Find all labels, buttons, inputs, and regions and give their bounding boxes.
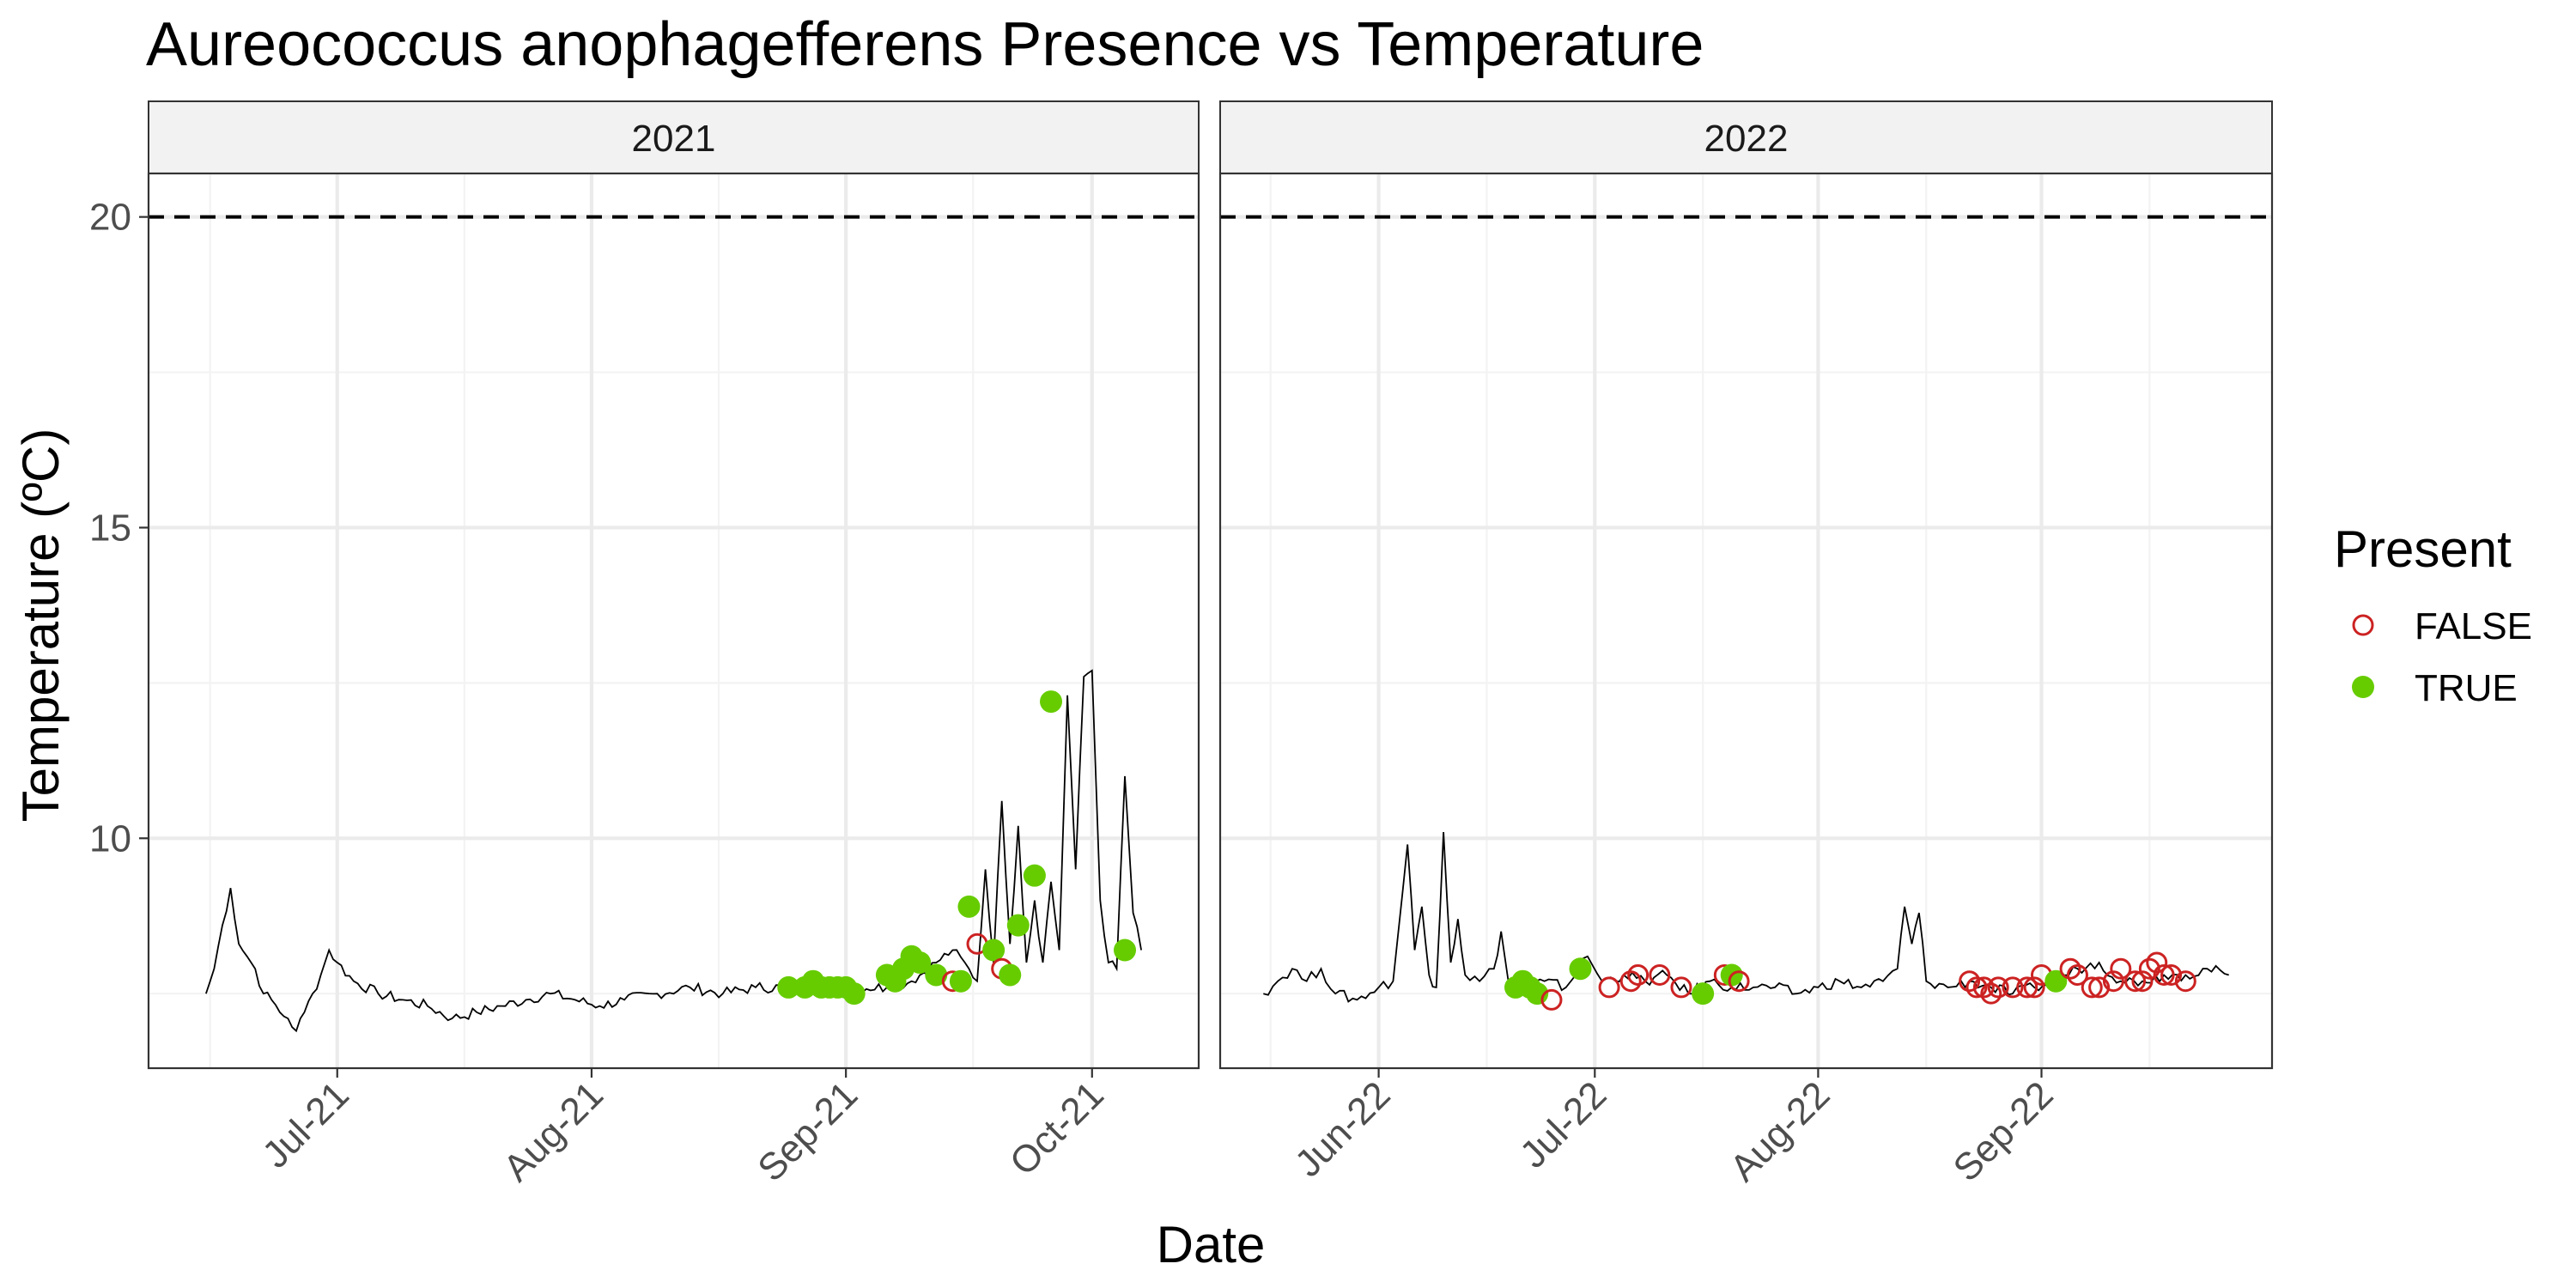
point-false (2153, 963, 2175, 986)
point-false (2138, 957, 2160, 980)
panel-border (1218, 172, 2274, 1070)
y-tick-label: 10 (89, 817, 131, 860)
point-false (2124, 970, 2147, 993)
point-false (2023, 976, 2045, 999)
x-axis-label: Date (1157, 1216, 1266, 1273)
x-tick-label: Sep-21 (750, 1073, 866, 1189)
point-false (1980, 982, 2002, 1005)
point-false (1728, 970, 1750, 993)
x-tick-label: Jun-22 (1287, 1073, 1399, 1185)
point-false (2081, 976, 2103, 999)
point-true (842, 982, 866, 1005)
x-tick-label: Aug-22 (1722, 1073, 1838, 1189)
panel-strip-label: 2022 (1704, 118, 1789, 160)
point-true (1114, 939, 1137, 962)
panel-strip (1219, 100, 2273, 174)
point-false (2110, 957, 2132, 980)
legend-label-true: TRUE (2415, 667, 2518, 709)
point-true (949, 969, 972, 993)
point-true (982, 939, 1005, 962)
legend-key-true (2352, 676, 2374, 698)
point-false (1540, 988, 1563, 1011)
x-tick-label: Jul-21 (254, 1073, 356, 1176)
point-true (957, 895, 981, 918)
point-false (1972, 976, 1995, 999)
point-false (1619, 970, 1642, 993)
point-false (1670, 976, 1692, 999)
point-false (2066, 963, 2088, 986)
point-true (1006, 914, 1030, 937)
panel-border (147, 172, 1200, 1070)
point-false (2102, 970, 2124, 993)
legend-title: Present (2334, 520, 2512, 578)
point-true (1023, 864, 1046, 887)
point-false (2002, 976, 2024, 999)
point-true (999, 963, 1022, 987)
y-tick-label: 15 (89, 507, 131, 549)
point-false (1959, 970, 1981, 993)
chart-title: Aureococcus anophagefferens Presence vs … (146, 10, 1704, 79)
legend-label-false: FALSE (2415, 605, 2532, 647)
point-false (2131, 970, 2154, 993)
point-false (1965, 976, 1988, 999)
point-false (1987, 976, 2009, 999)
y-axis-label: Temperature (ºC) (12, 428, 70, 823)
panel-strip-label: 2021 (632, 118, 716, 160)
point-false (2160, 963, 2183, 986)
panel-2022: 2022 Jun-22 Jul-22 Aug-22 Sep-22 (1218, 100, 2274, 1189)
point-true (2044, 969, 2068, 993)
x-tick-label: Jul-22 (1512, 1073, 1614, 1176)
point-false (1649, 963, 1671, 986)
legend-key-false (2352, 614, 2374, 636)
point-false (2059, 957, 2081, 980)
point-true (1692, 982, 1715, 1005)
x-tick-label: Aug-21 (495, 1073, 611, 1189)
point-true (925, 963, 948, 987)
point-false (1598, 976, 1620, 999)
x-tick-label: Sep-22 (1946, 1073, 2062, 1189)
point-true (777, 975, 800, 999)
point-false (2146, 951, 2168, 974)
panel-2021: 2021 Jul-21 Aug-21 Sep-21 Oct-21 10 15 20 (89, 100, 1200, 1189)
point-true (1569, 957, 1592, 981)
point-false (2088, 976, 2111, 999)
y-tick-label: 20 (89, 197, 131, 239)
temperature-line (205, 669, 1142, 1033)
legend: Present FALSE TRUE (2334, 520, 2532, 709)
panel-strip (148, 100, 1200, 174)
point-false (2174, 970, 2196, 993)
point-true (908, 951, 932, 974)
x-tick-label: Oct-21 (1002, 1073, 1112, 1183)
point-true (1040, 690, 1063, 714)
point-false (2016, 976, 2038, 999)
facet-panels: 2021 Jul-21 Aug-21 Sep-21 Oct-21 10 15 20 2022 Ju… (89, 100, 2274, 1189)
point-false (1627, 963, 1649, 986)
